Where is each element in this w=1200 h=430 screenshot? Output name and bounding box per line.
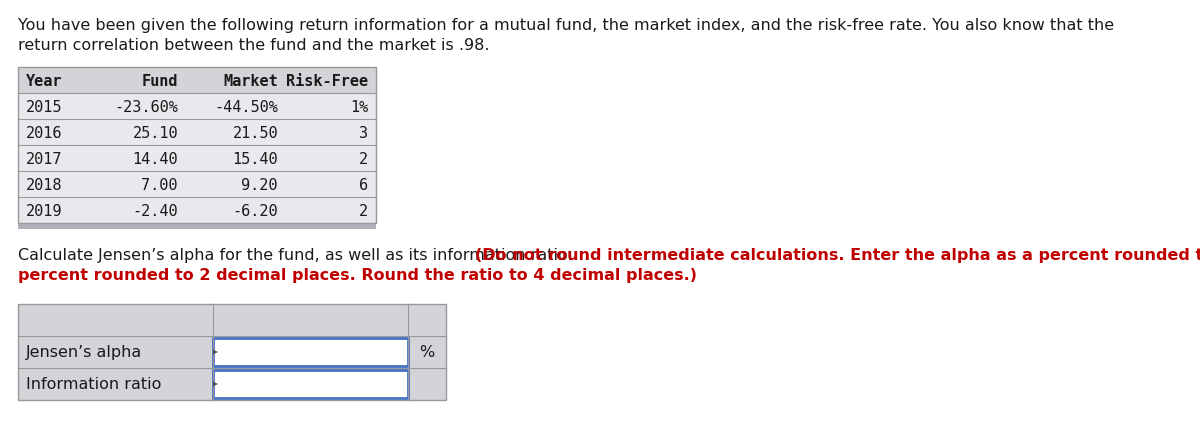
Bar (18, 146, 376, 172)
Text: -23.60%: -23.60% (114, 99, 178, 114)
Text: 2: 2 (359, 151, 368, 166)
Text: 2015: 2015 (26, 99, 62, 114)
Bar (18, 94, 376, 120)
Text: Risk-Free: Risk-Free (286, 74, 368, 88)
Text: 2018: 2018 (26, 177, 62, 192)
Text: 6: 6 (359, 177, 368, 192)
Text: 2019: 2019 (26, 203, 62, 218)
Text: 1%: 1% (349, 99, 368, 114)
Text: 14.40: 14.40 (132, 151, 178, 166)
Bar (18, 224, 376, 230)
Bar (18, 120, 376, 146)
Bar (214, 338, 408, 366)
Bar (18, 172, 376, 197)
Bar (18, 197, 376, 224)
Bar (18, 68, 376, 94)
Text: 9.20: 9.20 (241, 177, 278, 192)
Text: 2016: 2016 (26, 125, 62, 140)
Text: percent rounded to 2 decimal places. Round the ratio to 4 decimal places.): percent rounded to 2 decimal places. Rou… (18, 267, 697, 283)
Text: You have been given the following return information for a mutual fund, the mark: You have been given the following return… (18, 18, 1114, 33)
Bar (18, 68, 376, 224)
Text: (Do not round intermediate calculations. Enter the alpha as a percent rounded to: (Do not round intermediate calculations.… (475, 247, 1200, 262)
Text: 2: 2 (359, 203, 368, 218)
Text: 15.40: 15.40 (233, 151, 278, 166)
Text: Market: Market (223, 74, 278, 88)
Bar (18, 304, 446, 336)
Text: -44.50%: -44.50% (214, 99, 278, 114)
Polygon shape (214, 381, 218, 387)
Bar (18, 304, 446, 400)
Text: return correlation between the fund and the market is .98.: return correlation between the fund and … (18, 38, 490, 53)
Text: -2.40: -2.40 (132, 203, 178, 218)
Text: Calculate Jensen’s alpha for the fund, as well as its information ratio.: Calculate Jensen’s alpha for the fund, a… (18, 247, 572, 262)
Text: 3: 3 (359, 125, 368, 140)
Text: 25.10: 25.10 (132, 125, 178, 140)
Text: Fund: Fund (142, 74, 178, 88)
Bar (214, 370, 408, 398)
Text: -6.20: -6.20 (233, 203, 278, 218)
Text: %: % (419, 345, 434, 359)
Bar (18, 336, 446, 368)
Text: 21.50: 21.50 (233, 125, 278, 140)
Bar (18, 368, 446, 400)
Text: Information ratio: Information ratio (26, 377, 161, 392)
Text: 7.00: 7.00 (142, 177, 178, 192)
Text: 2017: 2017 (26, 151, 62, 166)
Text: Jensen’s alpha: Jensen’s alpha (26, 345, 143, 359)
Text: Year: Year (26, 74, 62, 88)
Polygon shape (214, 350, 218, 355)
